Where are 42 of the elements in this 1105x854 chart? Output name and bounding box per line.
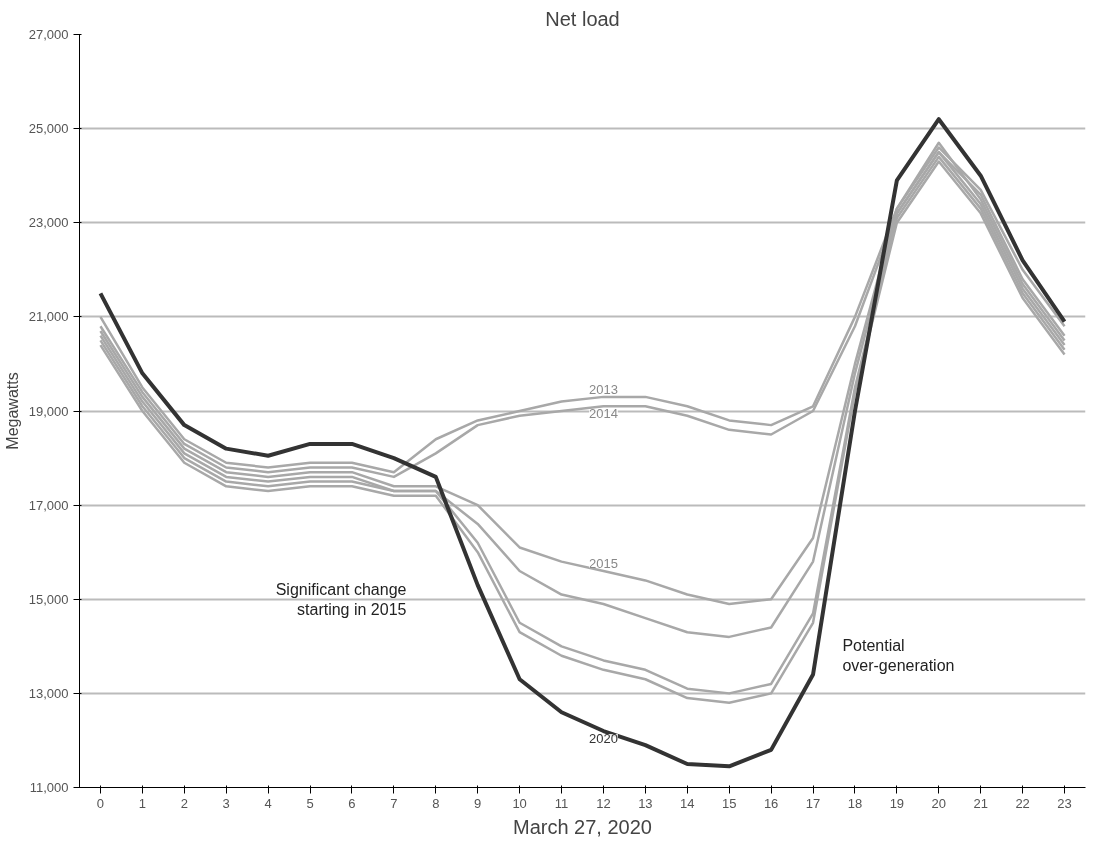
x-tick-label: 6 (348, 795, 356, 811)
y-tick-label: 21,000 (28, 309, 69, 325)
x-tick-label: 22 (1015, 795, 1030, 811)
x-tick-label: 19 (889, 795, 905, 811)
x-tick-label: 15 (721, 795, 737, 811)
x-tick-label: 1 (138, 795, 146, 811)
x-tick-label: 12 (596, 795, 611, 811)
x-tick-label: 9 (474, 795, 482, 811)
x-tick-label: 10 (512, 795, 527, 811)
y-tick-label: 15,000 (28, 591, 69, 607)
x-tick-label: 2 (180, 795, 188, 811)
y-tick-label: 13,000 (28, 685, 69, 701)
x-tick-label: 4 (264, 795, 272, 811)
x-tick-label: 14 (680, 795, 695, 811)
y-axis-title: Megawatts (3, 372, 21, 450)
y-tick-label: 23,000 (28, 215, 69, 231)
series-label: 2014 (589, 406, 618, 422)
x-tick-label: 5 (306, 795, 314, 811)
x-tick-label: 16 (763, 795, 779, 811)
x-tick-label: 3 (222, 795, 230, 811)
series-label: 2020 (589, 731, 618, 747)
y-tick-label: 17,000 (28, 497, 69, 513)
x-tick-label: 23 (1057, 795, 1072, 811)
x-tick-label: 20 (931, 795, 947, 811)
x-tick-label: 8 (432, 795, 440, 811)
chart-title: Net load (545, 7, 620, 30)
series-label: 2015 (589, 556, 618, 572)
annotation: Significant change starting in 2015 (275, 580, 407, 618)
annotation: Potential over-generation (842, 637, 955, 675)
y-tick-label: 11,000 (29, 780, 69, 795)
x-tick-label: 0 (96, 795, 105, 811)
y-tick-label: 27,000 (28, 27, 69, 42)
x-tick-label: 17 (805, 795, 821, 811)
x-axis-title: March 27, 2020 (513, 815, 652, 838)
x-tick-label: 11 (554, 795, 569, 811)
y-tick-label: 25,000 (28, 121, 69, 137)
y-tick-label: 19,000 (28, 403, 69, 419)
series-label: 2013 (589, 381, 618, 397)
x-tick-label: 21 (973, 795, 988, 811)
x-tick-label: 7 (390, 795, 398, 811)
x-tick-label: 13 (638, 795, 653, 811)
x-tick-label: 18 (847, 795, 863, 811)
